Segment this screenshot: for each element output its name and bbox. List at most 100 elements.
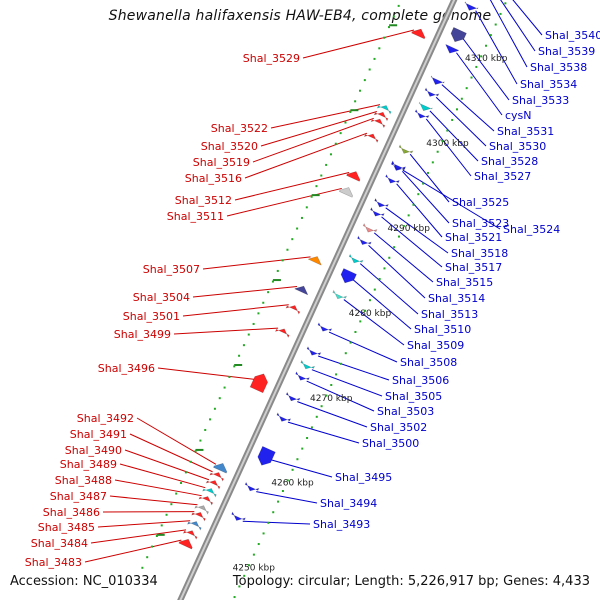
gene-label-cysN: cysN <box>505 109 532 122</box>
topology-summary: Topology: circular; Length: 5,226,917 bp… <box>232 574 590 589</box>
minor-tick <box>315 185 318 188</box>
connector-Shal_3511 <box>226 187 342 217</box>
minor-tick <box>306 437 309 440</box>
gene-cysN-glyph <box>445 44 460 54</box>
minor-tick <box>257 543 260 546</box>
minor-tick <box>310 195 313 198</box>
gene-label-Shal_3510: Shal_3510 <box>414 323 471 336</box>
connector-Shal_3521 <box>396 183 443 238</box>
gene-Shal_3506-glyph <box>306 346 322 356</box>
gene-Shal_3516-glyph <box>363 133 379 144</box>
minor-tick <box>320 174 323 177</box>
connector-Shal_3502 <box>297 401 368 428</box>
minor-tick <box>451 118 454 121</box>
gene-label-Shal_3530: Shal_3530 <box>489 140 546 153</box>
minor-tick <box>329 153 332 156</box>
connector-Shal_3533 <box>462 38 510 101</box>
minor-tick <box>262 301 265 304</box>
tick-label: 4300 kbp <box>426 139 469 149</box>
minor-tick <box>417 193 420 196</box>
connector-Shal_3500 <box>287 421 360 444</box>
minor-tick <box>252 553 255 556</box>
minor-tick <box>359 320 362 323</box>
label-connector-group <box>84 0 543 563</box>
accession-text: Accession: NC_010334 <box>10 574 158 589</box>
connector-Shal_3523 <box>401 170 450 224</box>
minor-tick <box>146 556 149 559</box>
gene-label-Shal_3488: Shal_3488 <box>55 474 112 487</box>
minor-tick <box>199 439 202 442</box>
minor-tick <box>228 375 231 378</box>
connector-Shal_3509 <box>343 299 405 346</box>
minor-tick <box>301 447 304 450</box>
gene-Shal_3496-glyph <box>249 373 268 394</box>
tick-group: 4250 kbp 4260 kbp 4270 kbp 4280 kbp 4290 kbp… <box>141 2 508 599</box>
gene-Shal_3499-glyph <box>274 328 290 338</box>
minor-tick <box>248 564 251 567</box>
connector-Shal_3488 <box>114 479 202 497</box>
gene-label-Shal_3495: Shal_3495 <box>335 471 392 484</box>
minor-tick <box>344 352 347 355</box>
connector-Shal_3501 <box>182 304 289 317</box>
gene-Shal_3524-glyph <box>391 160 407 170</box>
gene-Shal_3518-glyph <box>374 197 389 208</box>
minor-tick <box>267 291 270 294</box>
gene-Shal_3515-glyph <box>362 223 378 233</box>
minor-tick <box>180 481 183 484</box>
gene-label-Shal_3539: Shal_3539 <box>538 45 595 58</box>
minor-tick <box>325 394 328 397</box>
gene-label-Shal_3516: Shal_3516 <box>185 172 242 185</box>
backbone-highlight <box>179 0 456 600</box>
minor-tick <box>373 57 376 60</box>
minor-tick <box>402 224 405 227</box>
gene-Shal_3490-glyph <box>205 480 221 490</box>
minor-tick <box>247 333 250 336</box>
gene-label-group: Shal_3529 Shal_3522 Shal_3520 Shal_3519 Shal… <box>25 29 600 569</box>
gene-Shal_3488-glyph <box>198 496 214 506</box>
gene-Shal_3494-glyph <box>244 481 260 492</box>
gene-label-Shal_3492: Shal_3492 <box>77 412 134 425</box>
gene-Shal_3509-glyph <box>332 289 348 300</box>
minor-tick <box>281 490 284 493</box>
gene-label-Shal_3509: Shal_3509 <box>407 339 464 352</box>
gene-label-Shal_3486: Shal_3486 <box>43 506 100 519</box>
gene-label-Shal_3483: Shal_3483 <box>25 556 82 569</box>
minor-tick <box>397 235 400 238</box>
gene-label-Shal_3520: Shal_3520 <box>201 140 258 153</box>
minor-tick <box>267 521 270 524</box>
connector-Shal_3513 <box>359 263 419 315</box>
gene-Shal_3527-glyph <box>414 109 430 119</box>
connector-Shal_3522 <box>270 104 381 129</box>
tick-label: 4270 kbp <box>310 394 353 404</box>
minor-tick <box>373 288 376 291</box>
connector-Shal_3520 <box>260 111 378 147</box>
minor-tick <box>393 246 396 249</box>
connector-cysN <box>456 52 503 116</box>
minor-tick <box>489 34 492 37</box>
gene-label-Shal_3502: Shal_3502 <box>370 421 427 434</box>
minor-tick <box>296 227 299 230</box>
gene-label-Shal_3503: Shal_3503 <box>377 405 434 418</box>
minor-tick <box>441 140 444 143</box>
gene-Shal_3485-glyph <box>187 521 202 531</box>
gene-label-Shal_3496: Shal_3496 <box>98 362 155 375</box>
minor-tick <box>392 15 395 18</box>
minor-tick <box>184 471 187 474</box>
gene-Shal_3491-glyph <box>209 472 225 482</box>
connector-Shal_3539 <box>500 0 536 52</box>
connector-Shal_3508 <box>328 331 398 363</box>
minor-tick <box>436 150 439 153</box>
minor-tick <box>431 161 434 164</box>
minor-tick <box>272 511 275 514</box>
gene-label-Shal_3484: Shal_3484 <box>31 537 88 550</box>
minor-tick <box>460 97 463 100</box>
gene-label-Shal_3513: Shal_3513 <box>421 308 478 321</box>
gene-Shal_3521-glyph <box>385 173 400 184</box>
minor-tick <box>504 2 507 5</box>
gene-label-Shal_3485: Shal_3485 <box>38 521 95 534</box>
gene-label-Shal_3523: Shal_3523 <box>452 217 509 230</box>
gene-Shal_3483-glyph <box>178 538 193 550</box>
gene-label-Shal_3506: Shal_3506 <box>392 374 449 387</box>
gene-label-Shal_3512: Shal_3512 <box>175 194 232 207</box>
